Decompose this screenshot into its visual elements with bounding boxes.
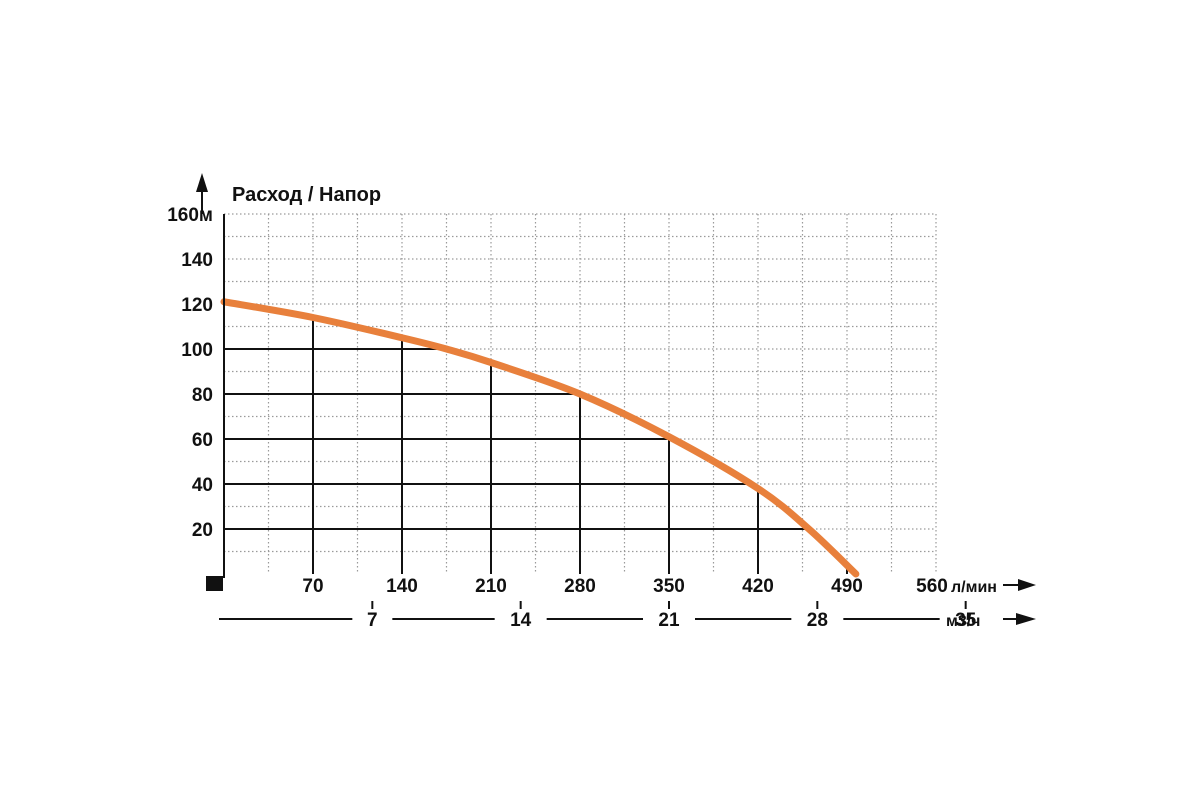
x-tick-label: 70 (302, 576, 323, 597)
labels: Расход / Напор л/мин м3/ч 20 40 60 80 100 120… (167, 184, 997, 631)
x-tick-label: 420 (742, 576, 774, 597)
x-tick-label: 280 (564, 576, 596, 597)
x-tick-label: 210 (475, 576, 507, 597)
y-tick-label: 80 (192, 385, 213, 406)
secondary-x-tick-label: 35 (955, 610, 977, 631)
x-tick-label: 140 (386, 576, 418, 597)
x-unit-label: л/мин (951, 579, 997, 596)
chart-title: Расход / Напор (232, 184, 381, 206)
x-axis-arrow-icon (1018, 579, 1036, 591)
secondary-x-tick-label: 7 (367, 610, 378, 631)
y-tick-label: 100 (181, 340, 213, 361)
y-tick-label: 160м (167, 205, 213, 226)
axes (196, 173, 1036, 625)
y-tick-label: 20 (192, 520, 213, 541)
secondary-x-tick-label: 14 (510, 610, 532, 631)
y-tick-label: 120 (181, 295, 213, 316)
solid-reference-lines (224, 317, 848, 574)
series-layer (220, 298, 860, 578)
y-axis-arrow-icon (196, 173, 208, 192)
origin-marker (206, 576, 223, 591)
y-tick-label: 60 (192, 430, 213, 451)
secondary-x-tick-label: 21 (658, 610, 680, 631)
x-tick-label: 490 (831, 576, 863, 597)
secondary-x-tick-label: 28 (807, 610, 828, 631)
x-tick-label: 560 (916, 576, 948, 597)
series-line (220, 298, 860, 578)
x-tick-label: 350 (653, 576, 685, 597)
y-tick-label: 140 (181, 250, 213, 271)
secondary-x-unit-label: м3/ч (946, 613, 980, 630)
secondary-x-axis-arrow-icon (1016, 613, 1036, 625)
y-tick-label: 40 (192, 475, 213, 496)
